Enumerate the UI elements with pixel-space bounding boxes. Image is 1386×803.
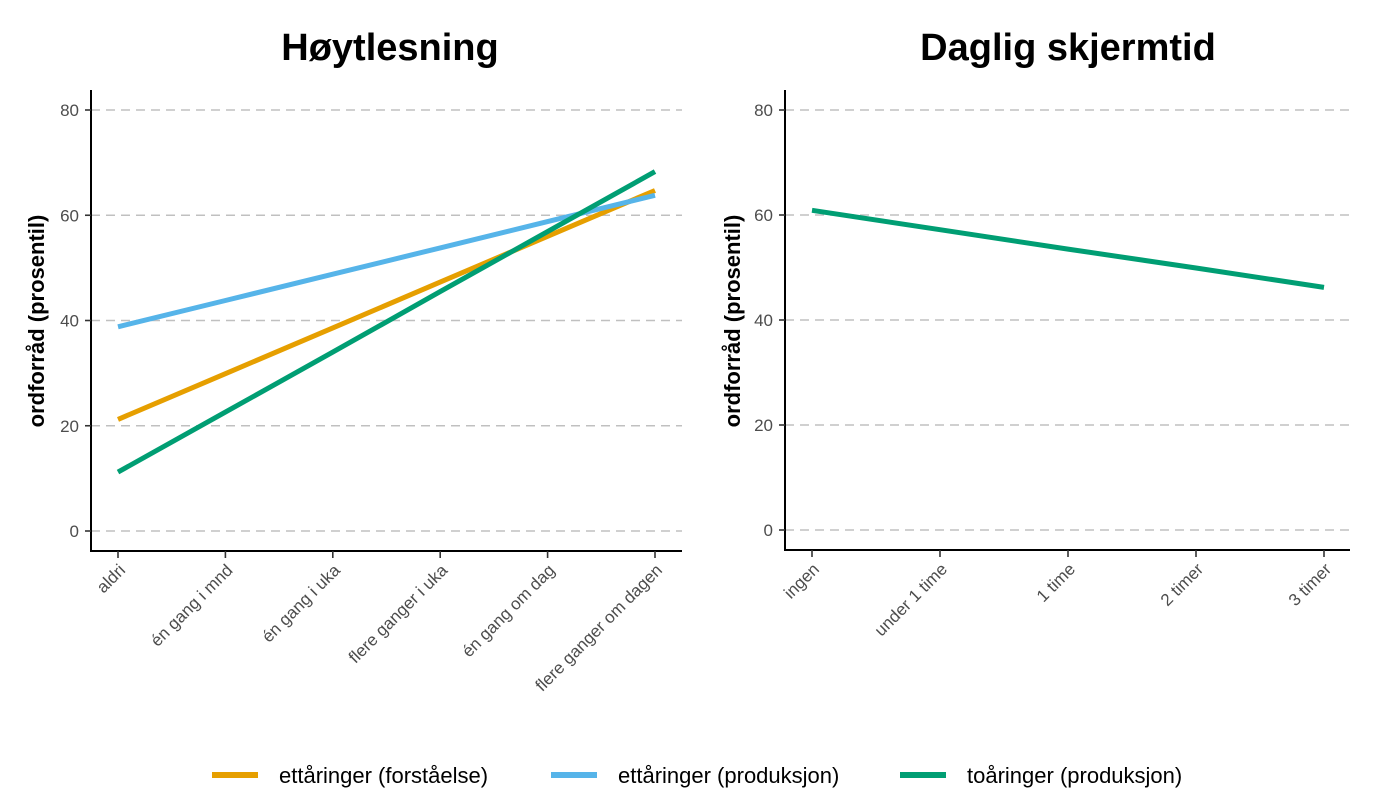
series-line-ett-ringer-produksjon- — [117, 192, 656, 330]
y-axis-label: ordforråd (prosentil) — [720, 215, 745, 428]
x-tick-label: én gang i uka — [258, 560, 344, 646]
y-tick-label: 20 — [60, 417, 79, 436]
y-tick-label: 60 — [754, 206, 773, 225]
x-ticks: ingen under 1 time 1 time 2 timer 3 timer — [780, 550, 1335, 640]
x-tick-label: 1 time — [1033, 560, 1079, 606]
x-tick-label: under 1 time — [871, 560, 951, 640]
y-tick-label: 20 — [754, 416, 773, 435]
legend: ettåringer (forståelse) ettåringer (produ… — [212, 763, 1182, 788]
y-tick-label: 40 — [754, 311, 773, 330]
y-tick-label: 0 — [764, 521, 773, 540]
x-tick-label: 2 timer — [1157, 559, 1207, 609]
chart-title: Daglig skjermtid — [920, 27, 1216, 69]
x-ticks: aldri én gang i mnd én gang i uka flere gan… — [93, 551, 666, 695]
grid-lines — [785, 109, 1350, 531]
y-tick-label: 40 — [60, 312, 79, 331]
x-tick-label: én gang i mnd — [147, 561, 237, 651]
y-tick-label: 80 — [754, 101, 773, 120]
legend-label: toåringer (produksjon) — [967, 763, 1182, 788]
x-tick-label: ingen — [780, 560, 823, 603]
x-tick-label: 3 timer — [1285, 559, 1335, 609]
x-tick-label: én gang om dag — [458, 561, 558, 661]
series-line-to-ringer-produksjon- — [116, 169, 657, 475]
grid-lines — [91, 109, 682, 532]
panel-daglig-skjermtid: Daglig skjermtid ordforråd (prosentil) 0… — [720, 27, 1350, 640]
y-tick-label: 80 — [60, 101, 79, 120]
chart-title: Høytlesning — [281, 27, 498, 69]
x-tick-label: aldri — [93, 561, 129, 597]
panel-hoytlesning: Høytlesning ordforråd (prosentil) 0 20 40 6… — [24, 27, 682, 695]
series-line-to-ringer-produksjon- — [811, 207, 1325, 290]
legend-label: ettåringer (forståelse) — [279, 763, 488, 788]
y-tick-label: 0 — [70, 522, 79, 541]
series-line-ett-ringer-forst-else- — [117, 188, 656, 422]
legend-label: ettåringer (produksjon) — [618, 763, 839, 788]
series-lines — [116, 169, 657, 475]
y-ticks: 0 20 40 60 80 — [60, 101, 91, 541]
series-lines — [811, 207, 1325, 290]
y-axis-label: ordforråd (prosentil) — [24, 215, 49, 428]
x-tick-label: flere ganger i uka — [345, 560, 452, 667]
y-ticks: 0 20 40 60 80 — [754, 101, 785, 540]
y-tick-label: 60 — [60, 206, 79, 225]
